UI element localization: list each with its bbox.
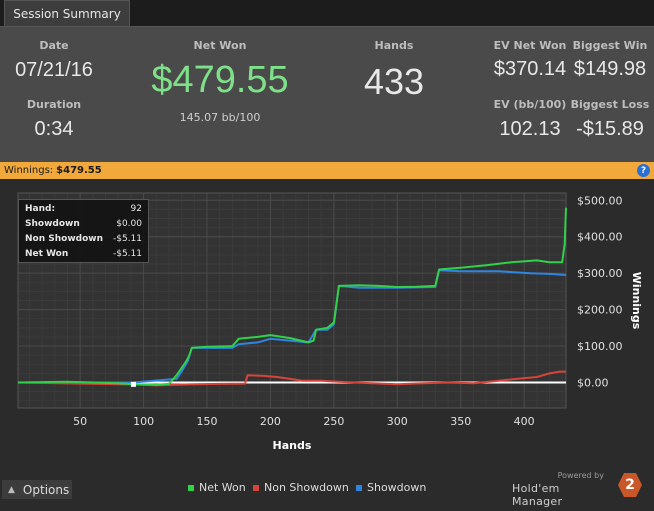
bb100-value: 145.07 bb/100 [179,111,261,124]
powered-by-text: Powered by [557,471,604,480]
tab-bar: Session Summary [0,0,654,26]
legend-item-showdown[interactable]: Showdown [356,481,426,494]
x-tick-label: 400 [514,415,535,428]
winnings-banner: Winnings: $479.55 ? [0,162,654,179]
date-value: 07/21/16 [15,59,93,81]
chart-legend: Net Won Non Showdown Showdown [0,481,654,497]
ev-net-won-label: EV Net Won [493,39,567,52]
tooltip-row-net-won: Net Won -$5.11 [25,249,142,259]
winnings-label: Winnings: $479.55 [4,165,102,176]
y-tick-label: $300.00 [577,267,623,280]
y-tick-label: $400.00 [577,231,623,244]
series-line-non-showdown [17,370,566,387]
biggest-win-label: Biggest Win [572,39,648,52]
tooltip-row-non-showdown: Non Showdown -$5.11 [25,234,142,244]
net-won-label: Net Won [193,39,247,52]
caret-up-icon: ▲ [8,484,15,495]
tooltip-row-hand: Hand: 92 [25,204,142,214]
options-label: Options [22,482,70,497]
y-tick-label: $200.00 [577,304,623,317]
x-tick-label: 200 [260,415,281,428]
legend-item-net-won[interactable]: Net Won [188,481,246,494]
ev-bb100-label: EV (bb/100) [493,98,567,111]
y-tick-label: $100.00 [577,340,623,353]
y-axis-title: Winnings [630,272,643,330]
tab-label: Session Summary [13,6,121,21]
net-won-value: $479.55 [151,59,289,101]
hand-tooltip: Hand: 92 Showdown $0.00 Non Showdown -$5.11… [18,199,149,263]
hm2-logo-icon: 2 [618,473,642,497]
legend-swatch [253,484,259,491]
x-tick-label: 100 [133,415,154,428]
legend-item-non-showdown[interactable]: Non Showdown [253,481,349,494]
plot-border [17,192,567,409]
date-label: Date [39,39,69,52]
tab-session-summary[interactable]: Session Summary [4,0,130,26]
x-tick-label: 300 [387,415,408,428]
brand-name: Hold'em Manager [512,482,563,508]
duration-value: 0:34 [34,118,74,140]
options-button[interactable]: ▲ Options [2,480,72,499]
tooltip-row-showdown: Showdown $0.00 [25,219,142,229]
summary-panel: Date 07/21/16 Duration 0:34 Net Won $479… [0,26,654,163]
x-tick-label: 150 [197,415,218,428]
hands-label: Hands [374,39,414,52]
biggest-loss-value: -$15.89 [576,118,644,140]
hover-marker [130,381,136,387]
x-tick-label: 50 [73,415,87,428]
y-tick-label: $0.00 [577,376,609,389]
biggest-loss-label: Biggest Loss [570,98,650,111]
y-tick-label: $500.00 [577,194,623,207]
legend-swatch [356,484,362,491]
brand-logo: Powered by Hold'em Manager 2 [512,470,642,508]
ev-net-won-value: $370.14 [493,58,567,80]
legend-swatch [188,484,194,491]
hands-value: 433 [363,61,425,102]
biggest-win-value: $149.98 [573,58,647,80]
series-line-net-won [17,207,567,386]
x-axis-title: Hands [273,439,312,452]
x-tick-label: 350 [450,415,471,428]
winnings-value: $479.55 [56,165,102,176]
x-tick-label: 250 [323,415,344,428]
ev-bb100-value: 102.13 [499,118,561,140]
help-icon[interactable]: ? [637,164,650,177]
duration-label: Duration [26,98,82,111]
